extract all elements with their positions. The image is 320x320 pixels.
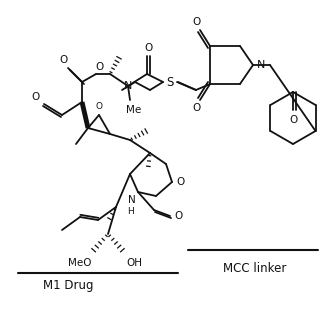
Text: O: O xyxy=(290,115,298,125)
Text: O: O xyxy=(192,103,200,113)
Text: O: O xyxy=(31,92,39,102)
Text: O: O xyxy=(174,211,182,221)
Text: MCC linker: MCC linker xyxy=(223,261,287,275)
Text: N: N xyxy=(257,60,265,70)
Text: O: O xyxy=(59,55,67,65)
Text: M1 Drug: M1 Drug xyxy=(43,279,93,292)
Text: OH: OH xyxy=(126,258,142,268)
Text: H: H xyxy=(127,207,133,217)
Text: Me: Me xyxy=(126,105,142,115)
Text: O: O xyxy=(144,43,152,53)
Text: O: O xyxy=(176,177,184,187)
Text: MeO: MeO xyxy=(68,258,92,268)
Text: O: O xyxy=(95,101,102,110)
Text: O: O xyxy=(95,62,103,72)
Text: O: O xyxy=(192,17,200,27)
Text: N: N xyxy=(128,195,136,205)
Text: S: S xyxy=(166,76,174,89)
Text: N: N xyxy=(124,81,132,91)
